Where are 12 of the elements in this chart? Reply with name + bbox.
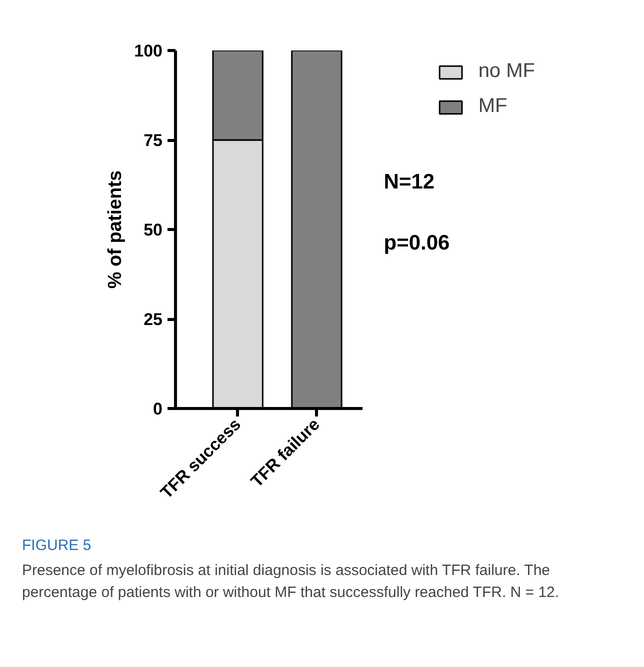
y-tick-label: 0 (153, 400, 163, 418)
y-tick-label: 25 (144, 310, 163, 329)
legend-label: MF (478, 95, 508, 118)
legend-label: no MF (478, 60, 535, 83)
caption: FIGURE 5 (22, 536, 92, 556)
text: Presence of myelofibrosis at initial diagnosis is associated with TFR failure. The percentage of patients with or without MF that successfully reached TFR. N = 12. (22, 561, 560, 604)
text: p=0.06 (384, 232, 450, 255)
y-tick-label: 75 (144, 131, 163, 150)
y-axis-title: % of patients (105, 170, 126, 289)
y-tick-label: 50 (144, 220, 163, 240)
text: N=12 (384, 170, 435, 194)
y-tick-label: 100 (134, 42, 163, 60)
